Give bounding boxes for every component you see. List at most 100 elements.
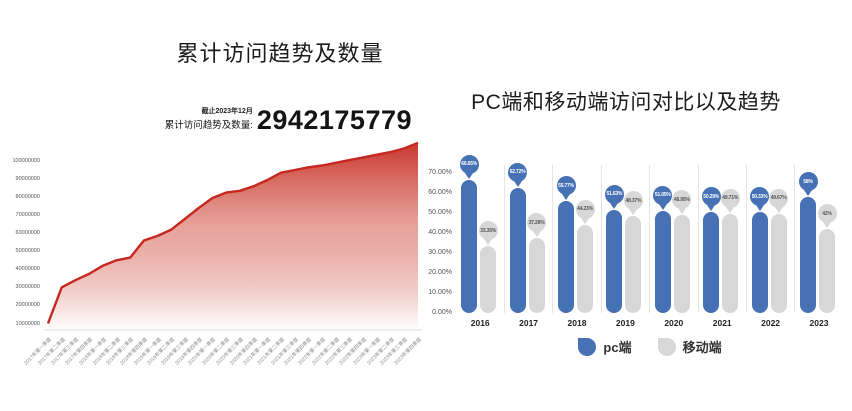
bubble-value-label: 49.71% [722,195,739,202]
group-separator [697,165,699,313]
pc-bubble-2017: 62.72% [508,162,528,187]
bubble-pointer [562,194,570,201]
x-category-label: 2017 [519,318,539,328]
bubble-value-label: 66.65% [461,161,478,168]
group-separator [600,165,602,313]
bubble-pointer [581,217,589,224]
stat-labels: 截止2023年12月 累计访问趋势及数量: [165,106,253,131]
group-separator [552,165,554,313]
pc-bubble-2020: 51.05% [653,185,673,210]
bubble-pointer [629,209,638,216]
bubble-value-label: 48.37% [625,197,642,204]
bubble-pointer [755,205,764,212]
bubble-value-label: 51.05% [654,192,671,199]
as-of-note: 截止2023年12月 [201,108,253,115]
y-tick-label: 50000000 [15,248,40,255]
group-separator [794,165,796,313]
pc-bubble-2023: 58% [798,172,818,196]
mobile-bubble-2022: 49.67% [769,188,789,213]
pc-bar-2022 [751,212,768,313]
y-tick-label: 90000000 [15,176,40,183]
y-tick-label: 10000000 [15,320,40,327]
bubble-pointer [677,208,686,215]
y-tick-label: 60.00% [428,189,452,196]
cumulative-visits-panel: 累计访问趋势及数量 截止2023年12月 累计访问趋势及数量: 29421757… [12,41,422,366]
y-tick-label: 50.00% [428,209,452,216]
pc-bubble-2021: 50.29% [701,187,721,212]
bubble-pointer [726,206,735,213]
bubble-pointer [804,190,812,196]
y-tick-label: 20000000 [15,302,40,309]
bubble-value-label: 37.28% [528,219,545,226]
y-tick-label: 30.00% [428,249,452,256]
y-tick-label: 10.00% [428,289,452,296]
bubble-pointer [610,202,619,209]
y-tick-label: 0.00% [432,309,452,316]
bubble-pointer [513,180,522,187]
mobile-bar-2023 [819,229,835,313]
y-tick-label: 60000000 [15,230,40,237]
bubble-value-label: 33.35% [480,227,497,234]
legend-item-pc: pc端 [578,337,632,356]
pc-bubble-2019: 51.63% [604,184,624,209]
bubble-value-label: 48.95% [673,196,690,203]
legend: pc端 移动端 [456,337,844,356]
y-tick-label: 80000000 [15,194,40,201]
mobile-bar-2016 [480,246,497,313]
pc-bar-2018 [558,201,574,313]
x-category-label: 2022 [761,318,781,328]
bubble-pointer [823,222,831,228]
mobile-bubble-2020: 48.95% [672,190,692,215]
y-tick-label: 40.00% [428,229,452,236]
legend-label-mobile: 移动端 [682,340,722,355]
mobile-bubble-2018: 44.23% [575,199,595,224]
cumulative-total-stat: 截止2023年12月 累计访问趋势及数量: 2942175779 [165,106,412,134]
pc-mobile-panel: PC端和移动端访问对比以及趋势 0.00% 10.00% 20.00% 30.00% 4… [426,0,852,411]
pc-bubble-2016: 66.65% [459,154,479,179]
legend-label-pc: pc端 [603,340,632,355]
mobile-bar-2022 [770,213,787,313]
mobile-bar-2018 [577,224,593,313]
bubble-pointer [658,203,667,210]
bubble-value-label: 55.77% [558,182,574,189]
bubble-pointer [707,205,716,212]
area-fill [48,142,418,330]
y-tick-label: 100000000 [12,158,40,164]
left-chart-title: 累计访问趋势及数量 [176,41,384,66]
total-label: 累计访问趋势及数量: [164,120,253,131]
pc-bar-2020 [654,210,671,313]
mobile-bubble-2017: 37.28% [527,213,547,238]
group-separator [745,165,747,313]
bubble-value-label: 44.23% [577,206,593,213]
bubble-value-label: 42% [822,210,832,217]
y-tick-label: 70.00% [428,169,452,176]
bubble-value-label: 62.72% [509,169,526,176]
bubble-pointer [484,239,493,246]
x-category-label: 2020 [664,318,684,328]
right-chart-title: PC端和移动端访问对比以及趋势 [471,91,781,114]
area-chart [44,138,422,334]
y-tick-label: 40000000 [15,266,40,273]
pc-bar-2019 [606,209,623,313]
area-chart-svg [44,141,422,331]
group-separator [649,165,651,313]
pc-bar-2023 [800,197,816,313]
total-value: 2942175779 [256,105,412,136]
mobile-bar-2017 [528,238,545,313]
bubble-value-label: 51.63% [606,191,623,198]
area-line [46,141,419,324]
mobile-bubble-2021: 49.71% [720,188,740,213]
mobile-bubble-2019: 48.37% [623,191,643,216]
mobile-bar-2020 [673,215,690,313]
x-category-label: 2018 [567,318,587,328]
bubble-pointer [532,231,541,238]
bubble-value-label: 49.67% [770,195,787,202]
bubble-pointer [774,206,783,213]
pc-bubble-2022: 50.33% [750,187,770,212]
pc-droplet-icon [578,337,597,356]
x-category-label: 2023 [809,318,829,328]
x-category-label: 2021 [712,318,732,328]
y-tick-label: 70000000 [15,212,40,219]
y-tick-label: 30000000 [15,284,40,291]
